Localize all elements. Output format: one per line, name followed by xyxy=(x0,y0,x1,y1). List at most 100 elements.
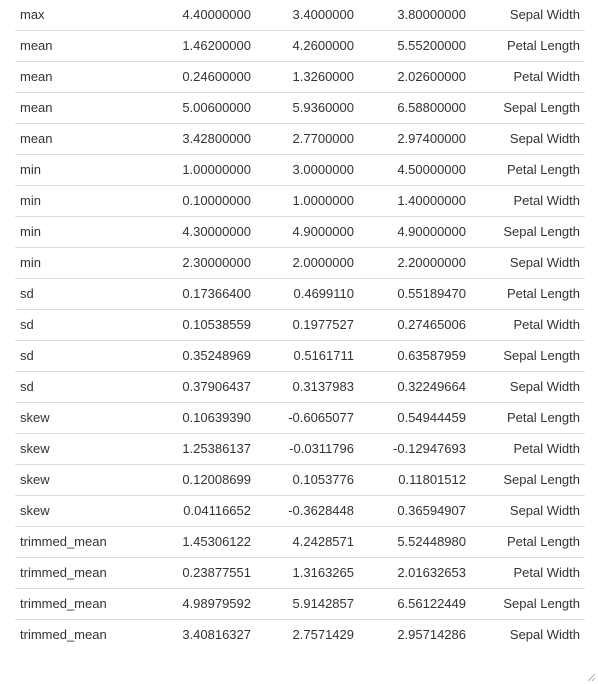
cell-stat: skew xyxy=(15,495,141,527)
cell-value-3: 1.40000000 xyxy=(359,185,471,217)
cell-variable: Petal Width xyxy=(471,185,585,217)
cell-variable: Sepal Length xyxy=(471,588,585,620)
cell-value-3: 5.55200000 xyxy=(359,30,471,62)
cell-value-1: 0.10538559 xyxy=(141,309,256,341)
table-row: skew 1.25386137 -0.0311796 -0.12947693 Petal… xyxy=(15,433,585,465)
cell-stat: mean xyxy=(15,30,141,62)
table-row: trimmed_mean 1.45306122 4.2428571 5.5244898… xyxy=(15,526,585,558)
cell-value-2: 2.7571429 xyxy=(256,619,359,650)
cell-value-3: 0.32249664 xyxy=(359,371,471,403)
cell-value-3: 0.54944459 xyxy=(359,402,471,434)
cell-value-2: 0.1053776 xyxy=(256,464,359,496)
cell-stat: min xyxy=(15,185,141,217)
cell-variable: Petal Width xyxy=(471,61,585,93)
cell-value-1: 1.46200000 xyxy=(141,30,256,62)
cell-value-3: 0.11801512 xyxy=(359,464,471,496)
cell-value-2: 0.4699110 xyxy=(256,278,359,310)
table-row: mean 0.24600000 1.3260000 2.02600000 Petal W… xyxy=(15,61,585,93)
cell-value-2: -0.3628448 xyxy=(256,495,359,527)
cell-value-1: 4.30000000 xyxy=(141,216,256,248)
table-row: sd 0.37906437 0.3137983 0.32249664 Sepal Wid… xyxy=(15,371,585,403)
stats-table-container: max 4.40000000 3.4000000 3.80000000 Sepal Wi… xyxy=(15,0,585,650)
cell-value-2: -0.6065077 xyxy=(256,402,359,434)
cell-value-1: 0.17366400 xyxy=(141,278,256,310)
cell-value-1: 0.35248969 xyxy=(141,340,256,372)
cell-stat: max xyxy=(20,7,45,22)
cell-variable: Sepal Length xyxy=(471,92,585,124)
cell-value-3: 2.97400000 xyxy=(359,123,471,155)
cell-value-2: 2.7700000 xyxy=(256,123,359,155)
cell-stat: skew xyxy=(15,433,141,465)
table-row: sd 0.17366400 0.4699110 0.55189470 Petal Len… xyxy=(15,278,585,310)
cell-value-1: 3.42800000 xyxy=(141,123,256,155)
cell-value-3: 3.80000000 xyxy=(397,7,466,22)
cell-variable: Sepal Width xyxy=(509,7,580,22)
cell-value-2: 3.4000000 xyxy=(292,7,354,22)
cell-stat: min xyxy=(15,247,141,279)
cell-stat: min xyxy=(15,216,141,248)
cell-value-1: 0.12008699 xyxy=(141,464,256,496)
table-row: mean 3.42800000 2.7700000 2.97400000 Sepal W… xyxy=(15,123,585,155)
table-row: skew 0.04116652 -0.3628448 0.36594907 Sepal … xyxy=(15,495,585,527)
cell-variable: Petal Length xyxy=(471,30,585,62)
cell-value-3: 2.20000000 xyxy=(359,247,471,279)
cell-value-1: 3.40816327 xyxy=(141,619,256,650)
cell-variable: Sepal Length xyxy=(471,340,585,372)
cell-value-1: 1.25386137 xyxy=(141,433,256,465)
cell-value-3: 2.95714286 xyxy=(359,619,471,650)
cell-variable: Sepal Length xyxy=(471,216,585,248)
table-row: min 1.00000000 3.0000000 4.50000000 Petal Le… xyxy=(15,154,585,186)
table-row: mean 1.46200000 4.2600000 5.55200000 Petal L… xyxy=(15,30,585,62)
cell-stat: skew xyxy=(15,464,141,496)
table-row: min 2.30000000 2.0000000 2.20000000 Sepal Wi… xyxy=(15,247,585,279)
cell-value-1: 0.04116652 xyxy=(141,495,256,527)
cell-stat: trimmed_mean xyxy=(15,526,141,558)
cell-value-2: 0.5161711 xyxy=(256,340,359,372)
cell-value-1: 0.10000000 xyxy=(141,185,256,217)
cell-value-3: 4.90000000 xyxy=(359,216,471,248)
table-row: trimmed_mean 3.40816327 2.7571429 2.9571428… xyxy=(15,619,585,650)
cell-value-3: 0.55189470 xyxy=(359,278,471,310)
cell-value-1: 5.00600000 xyxy=(141,92,256,124)
cell-stat: trimmed_mean xyxy=(15,588,141,620)
table-row: sd 0.10538559 0.1977527 0.27465006 Petal Wid… xyxy=(15,309,585,341)
cell-value-2: 0.3137983 xyxy=(256,371,359,403)
cell-value-2: 5.9360000 xyxy=(256,92,359,124)
cell-value-3: 0.36594907 xyxy=(359,495,471,527)
cell-value-2: 2.0000000 xyxy=(256,247,359,279)
cell-variable: Sepal Width xyxy=(471,247,585,279)
cell-value-1: 1.45306122 xyxy=(141,526,256,558)
cell-stat: sd xyxy=(15,371,141,403)
cell-value-3: 0.27465006 xyxy=(359,309,471,341)
cell-value-3: 4.50000000 xyxy=(359,154,471,186)
cell-value-1: 0.37906437 xyxy=(141,371,256,403)
stats-table-body: max 4.40000000 3.4000000 3.80000000 Sepal Wi… xyxy=(15,0,585,650)
cell-value-3: -0.12947693 xyxy=(359,433,471,465)
table-row: skew 0.12008699 0.1053776 0.11801512 Sepal L… xyxy=(15,464,585,496)
cell-stat: min xyxy=(15,154,141,186)
cell-value-1: 0.23877551 xyxy=(141,557,256,589)
resize-grip-icon[interactable] xyxy=(584,670,596,682)
cell-stat: mean xyxy=(15,61,141,93)
cell-stat: mean xyxy=(15,92,141,124)
cell-value-3: 6.58800000 xyxy=(359,92,471,124)
cell-stat: trimmed_mean xyxy=(15,619,141,650)
cell-variable: Petal Length xyxy=(471,402,585,434)
cell-variable: Petal Length xyxy=(471,526,585,558)
cell-stat: sd xyxy=(15,309,141,341)
cell-variable: Sepal Width xyxy=(471,371,585,403)
cell-value-2: 0.1977527 xyxy=(256,309,359,341)
cell-variable: Petal Length xyxy=(471,154,585,186)
table-row: min 0.10000000 1.0000000 1.40000000 Petal Wi… xyxy=(15,185,585,217)
cell-value-2: 3.0000000 xyxy=(256,154,359,186)
cell-stat: sd xyxy=(15,278,141,310)
cell-value-1: 4.98979592 xyxy=(141,588,256,620)
cell-value-3: 2.02600000 xyxy=(359,61,471,93)
cell-variable: Sepal Width xyxy=(471,495,585,527)
cell-value-1: 4.40000000 xyxy=(182,7,251,22)
cell-variable: Sepal Length xyxy=(471,464,585,496)
cell-value-2: 1.3163265 xyxy=(256,557,359,589)
table-row: trimmed_mean 4.98979592 5.9142857 6.5612244… xyxy=(15,588,585,620)
table-row: skew 0.10639390 -0.6065077 0.54944459 Petal … xyxy=(15,402,585,434)
table-row: trimmed_mean 0.23877551 1.3163265 2.0163265… xyxy=(15,557,585,589)
